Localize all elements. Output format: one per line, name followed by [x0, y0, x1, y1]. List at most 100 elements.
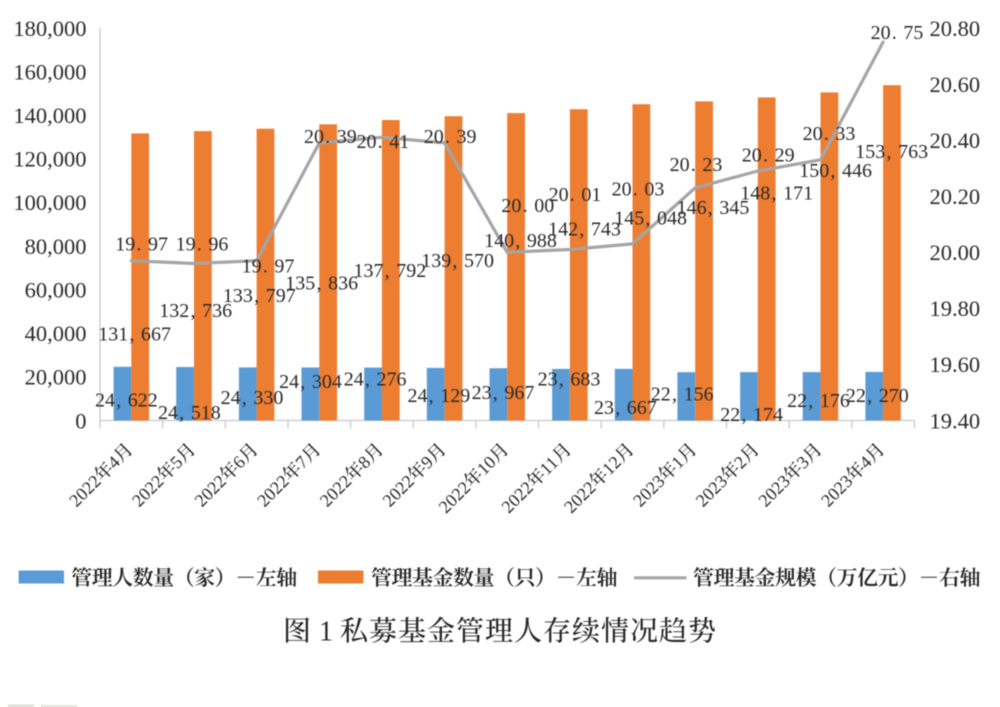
y-left-tick-label: 100,000 [13, 190, 86, 215]
bar-funds-1 [194, 131, 212, 421]
svg-text:10: 10 [473, 452, 500, 479]
y-right-tick-label: 20.80 [930, 16, 981, 41]
bar-series-funds [131, 85, 901, 421]
bar-managers-9 [677, 372, 696, 421]
bar-funds-11 [820, 92, 839, 421]
y-right-tick-label: 19.40 [930, 408, 981, 433]
bar-managers-4 [364, 367, 382, 421]
legend-item-2 [634, 567, 980, 587]
bar-managers-10 [740, 372, 758, 421]
bar-managers-3 [301, 367, 320, 421]
svg-text:2022: 2022 [128, 471, 168, 511]
bar-funds-3 [319, 124, 338, 421]
svg-text:2022: 2022 [316, 471, 356, 511]
bar-managers-0 [113, 366, 132, 421]
y-left-tick-label: 120,000 [13, 147, 86, 172]
bar-funds-5 [444, 116, 463, 421]
label-series1-10: 148,171 [740, 183, 813, 205]
y-axis-left-labels: 0 20,000 40,000 60,000 80,000 100,000 120,000 1… [13, 16, 87, 433]
legend-swatch-bar [318, 570, 364, 584]
svg-text:2022: 2022 [191, 471, 231, 511]
y-left-tick-label: 20,000 [25, 365, 87, 390]
y-left-tick-label: 40,000 [25, 321, 87, 346]
svg-text:2022: 2022 [379, 471, 419, 511]
bar-funds-10 [757, 97, 776, 421]
y-axis-right-labels: 19.40 19.60 19.80 20.00 20.20 20.40 20.60 20.80 [930, 16, 981, 433]
bar-managers-6 [489, 368, 508, 421]
label-series2-6: 20.00 [501, 195, 554, 217]
svg-text:2023: 2023 [692, 471, 732, 511]
y-left-tick-label: 0 [75, 408, 86, 433]
x-axis-labels: 2022420225202262022720228202292022102022… [65, 443, 884, 517]
svg-text:2023: 2023 [817, 471, 857, 511]
y-right-tick-label: 19.60 [930, 352, 981, 377]
bar-funds-8 [632, 104, 651, 421]
axes [99, 28, 916, 429]
bar-managers-11 [802, 372, 821, 421]
legend-label-1 [371, 567, 617, 587]
bar-managers-5 [426, 367, 445, 421]
figure-caption: 1 [285, 617, 715, 648]
legend-label-2 [693, 567, 980, 587]
legend-item-1 [318, 567, 617, 587]
legend-label-0 [71, 567, 297, 587]
y-right-tick-label: 20.40 [930, 128, 981, 153]
svg-text:11: 11 [536, 452, 562, 478]
svg-text:2023: 2023 [754, 471, 794, 511]
bar-funds-0 [131, 133, 150, 421]
bar-funds-2 [256, 128, 275, 421]
y-right-tick-label: 20.20 [930, 184, 981, 209]
svg-text:2023: 2023 [629, 471, 669, 511]
svg-text:2022: 2022 [65, 471, 105, 511]
y-left-tick-label: 80,000 [25, 234, 87, 259]
bar-funds-12 [883, 85, 901, 421]
bar-series-managers [113, 366, 884, 421]
svg-text:1: 1 [319, 617, 333, 648]
bar-managers-2 [238, 367, 257, 421]
bar-funds-6 [507, 113, 525, 421]
svg-text:12: 12 [598, 452, 625, 479]
y-left-tick-label: 180,000 [13, 16, 86, 41]
label-series2-12: 20.75 [871, 22, 924, 44]
bar-funds-4 [381, 120, 400, 421]
legend [18, 567, 980, 587]
svg-text:2022: 2022 [253, 471, 293, 511]
line-series-scale [129, 40, 885, 266]
y-right-tick-label: 20.60 [930, 72, 981, 97]
y-left-tick-label: 160,000 [13, 59, 86, 84]
bar-managers-12 [865, 371, 884, 421]
bar-funds-7 [569, 109, 588, 421]
svg-text:2022: 2022 [435, 477, 475, 517]
y-right-tick-label: 19.80 [930, 296, 981, 321]
y-left-tick-label: 140,000 [13, 103, 86, 128]
bar-managers-7 [552, 368, 570, 421]
y-right-tick-label: 20.00 [930, 240, 981, 265]
bar-managers-1 [176, 367, 194, 421]
y-left-tick-label: 60,000 [25, 277, 87, 302]
bar-funds-9 [695, 101, 713, 421]
svg-text:2022: 2022 [560, 477, 600, 517]
legend-item-0 [18, 567, 297, 587]
bar-managers-8 [614, 368, 633, 421]
cutoff-text-remnant [8, 704, 77, 707]
